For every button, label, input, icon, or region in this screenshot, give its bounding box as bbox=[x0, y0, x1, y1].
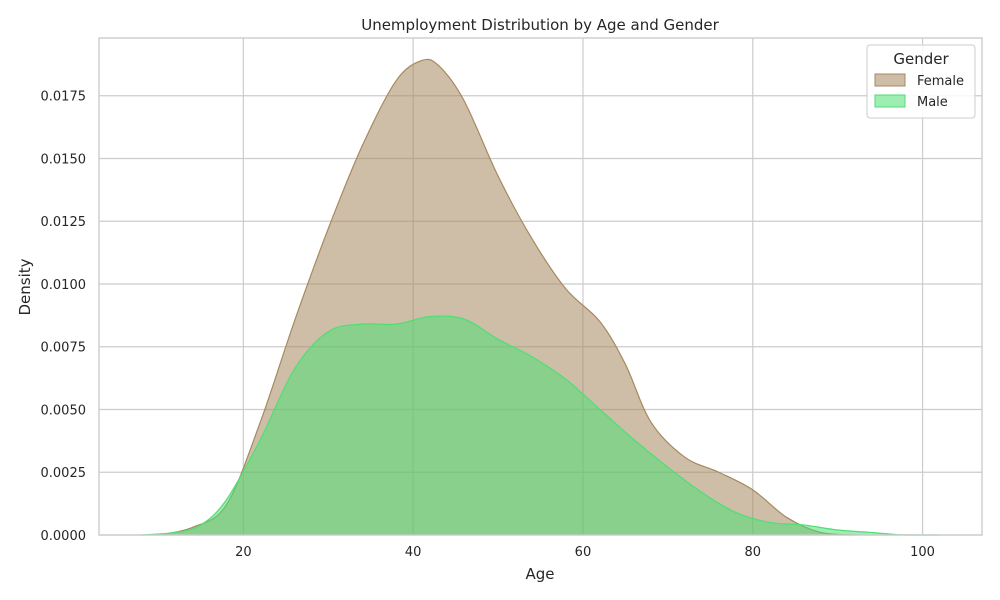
y-tick-label: 0.0150 bbox=[41, 152, 87, 167]
density-areas bbox=[141, 58, 940, 536]
legend: Gender Female Male bbox=[866, 44, 976, 119]
x-axis-label: Age bbox=[525, 565, 554, 583]
y-axis-label: Density bbox=[16, 258, 34, 315]
x-tick-label: 60 bbox=[575, 545, 592, 560]
density-line-male bbox=[141, 315, 940, 536]
y-tick-label: 0.0100 bbox=[41, 278, 87, 293]
y-tick-label: 0.0175 bbox=[41, 90, 87, 105]
tick-labels: 20 40 60 80 100 0.0000 0.0025 0.0050 0.0075 0.010… bbox=[41, 90, 935, 560]
legend-label-female: Female bbox=[917, 74, 964, 89]
x-tick-label: 20 bbox=[235, 545, 252, 560]
legend-label-male: Male bbox=[917, 95, 948, 110]
y-tick-label: 0.0075 bbox=[41, 341, 87, 356]
legend-swatch-male bbox=[874, 94, 906, 108]
y-tick-label: 0.0025 bbox=[41, 466, 87, 481]
density-area-male bbox=[141, 316, 940, 535]
y-tick-label: 0.0050 bbox=[41, 403, 87, 418]
legend-title: Gender bbox=[893, 50, 949, 68]
plot-frame bbox=[98, 37, 983, 536]
chart-title: Unemployment Distribution by Age and Gen… bbox=[361, 16, 719, 34]
x-tick-label: 100 bbox=[910, 545, 935, 560]
x-tick-label: 40 bbox=[405, 545, 422, 560]
x-tick-label: 80 bbox=[744, 545, 761, 560]
y-tick-label: 0.0125 bbox=[41, 215, 87, 230]
legend-swatch-female bbox=[874, 73, 906, 87]
legend-items: Female Male bbox=[874, 73, 964, 110]
y-tick-label: 0.0000 bbox=[41, 529, 87, 544]
density-line-female bbox=[158, 58, 855, 536]
